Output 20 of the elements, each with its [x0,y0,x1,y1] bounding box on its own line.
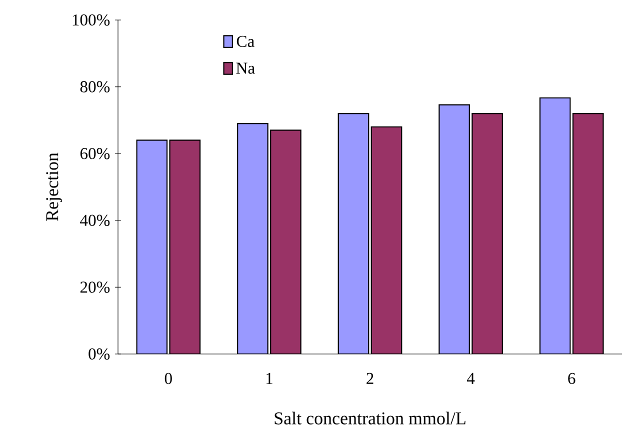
y-axis-title: Rejection [46,152,62,221]
bar [370,126,402,354]
bar [270,130,302,354]
y-tick-label: 40% [80,214,110,226]
y-tick-label: 0% [88,348,110,360]
bar [169,140,201,354]
x-tick-label: 6 [568,372,576,384]
y-tick-label: 100% [72,14,110,26]
x-tick-label: 4 [466,372,475,384]
y-tick-label: 20% [80,282,110,293]
x-axis-title: Salt concentration mmol/L [274,412,466,424]
bar [572,112,604,354]
y-tick-label: 60% [80,148,110,160]
x-tick-label: 2 [366,372,374,384]
x-tick-label: 0 [164,372,172,384]
legend-label: Ca [236,36,254,47]
y-tick-label: 80% [80,81,110,92]
bar [472,112,503,354]
x-tick-label: 1 [266,372,272,384]
legend-label: Na [236,62,255,74]
